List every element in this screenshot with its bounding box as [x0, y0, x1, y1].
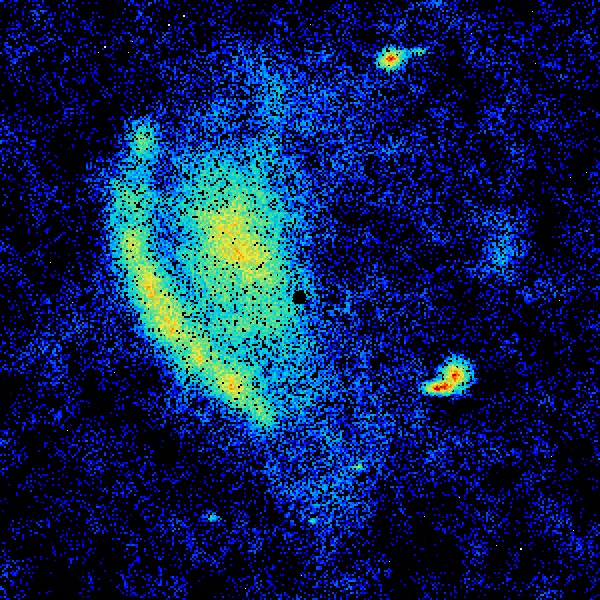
- sky-image-viewport[interactable]: Diffuse Extended Source Intensity Map: [0, 0, 600, 600]
- intensity-map-canvas[interactable]: [0, 0, 600, 600]
